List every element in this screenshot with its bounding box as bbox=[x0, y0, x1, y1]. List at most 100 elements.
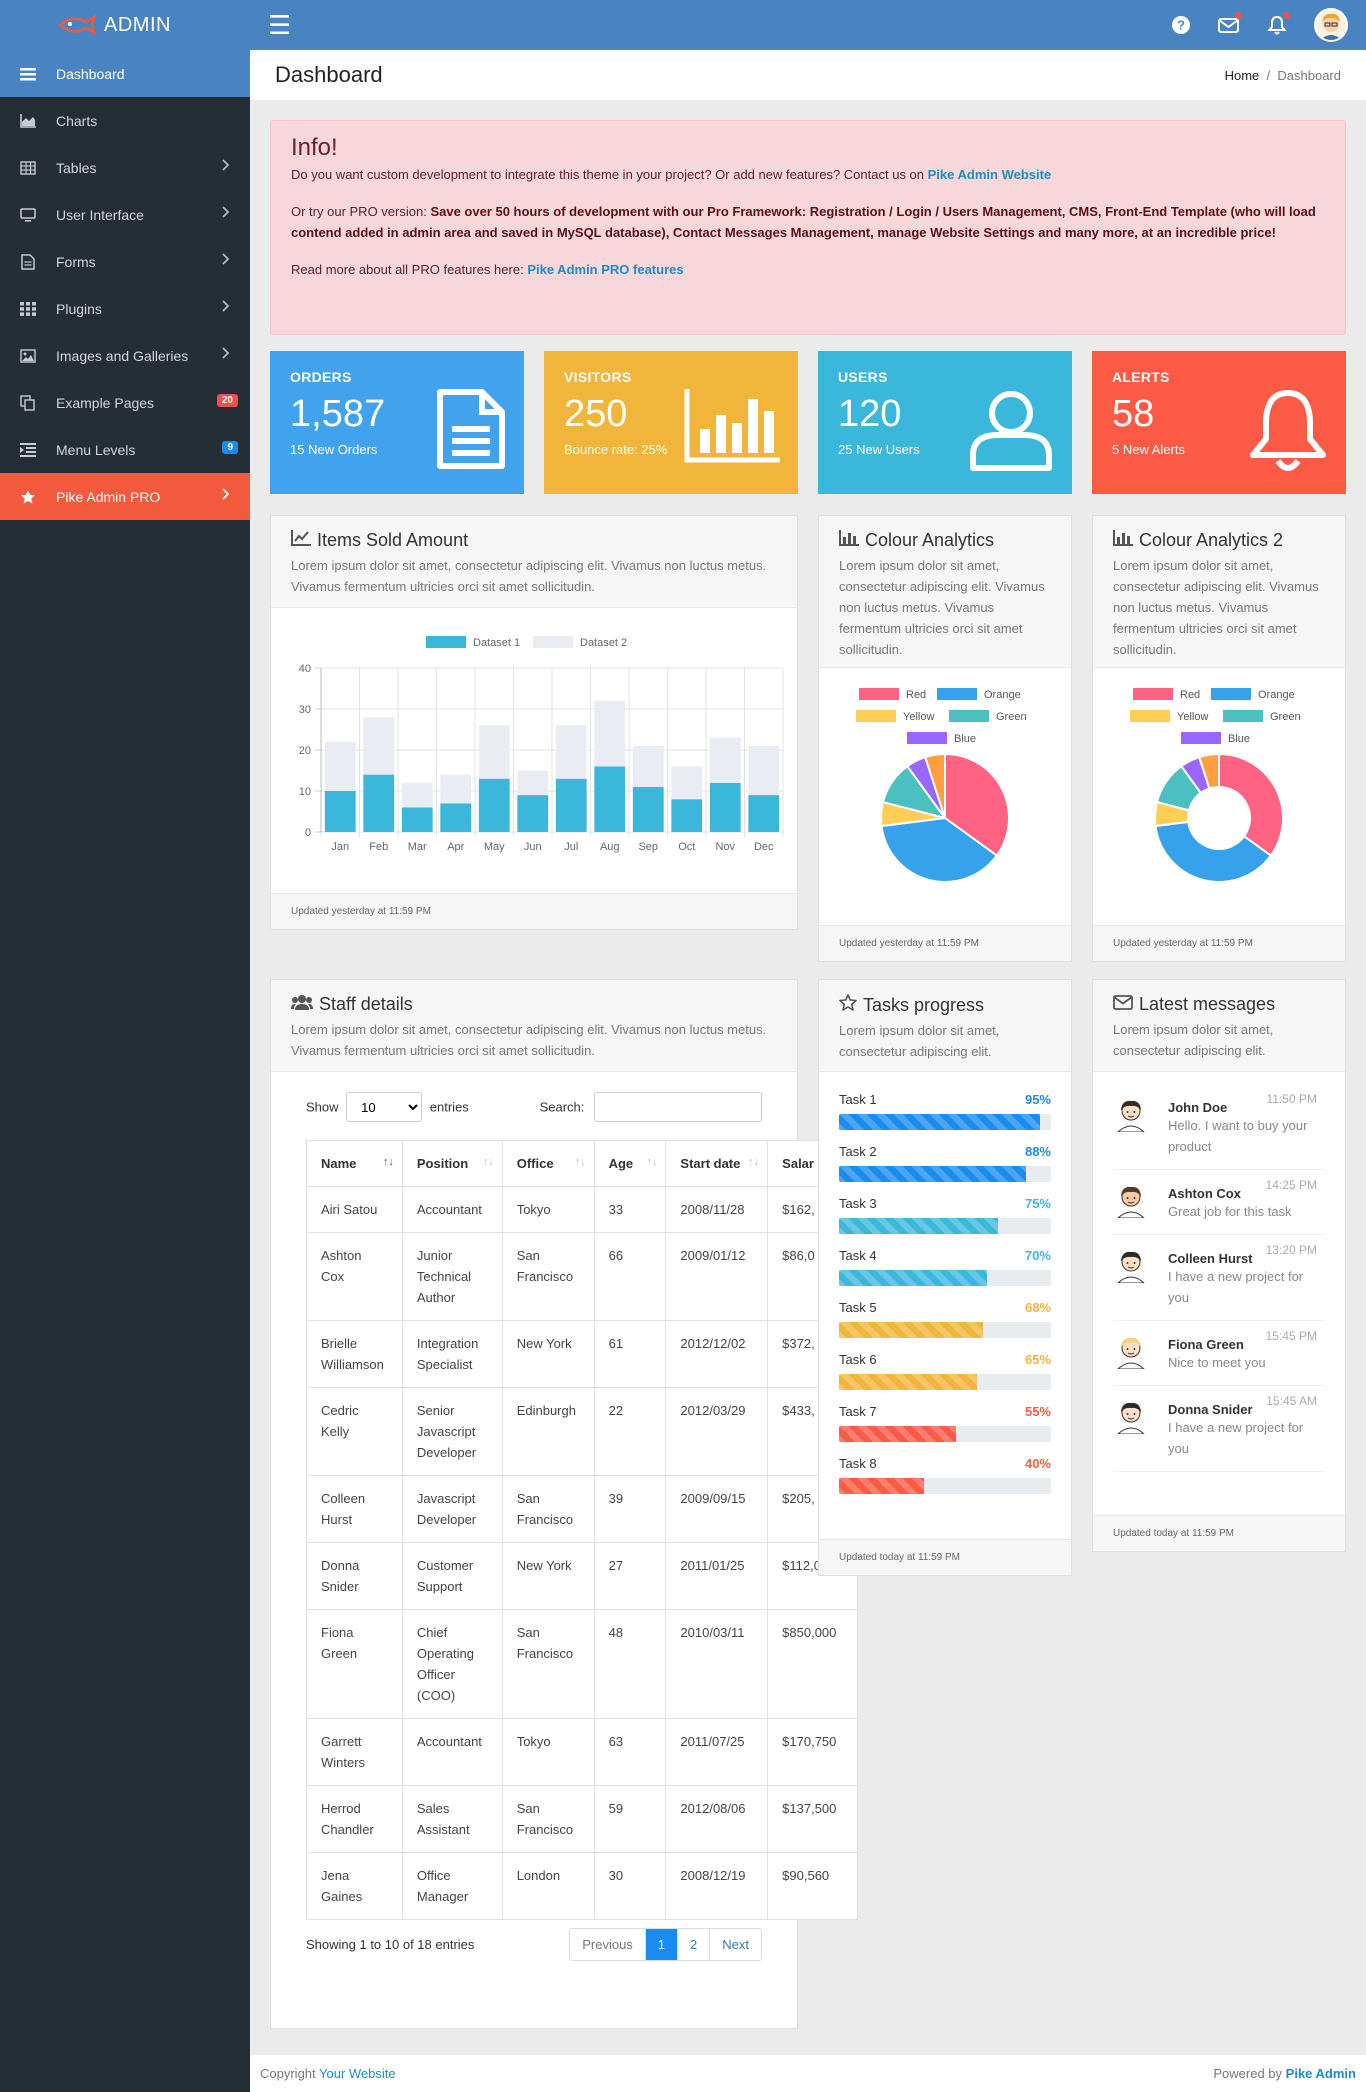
sidebar-item-dashboard[interactable]: Dashboard bbox=[0, 50, 250, 97]
user-avatar[interactable] bbox=[1314, 8, 1348, 42]
task-label: Task 6 bbox=[839, 1352, 877, 1367]
legend-label: Green bbox=[996, 711, 1027, 723]
table-cell: San Francisco bbox=[501, 1232, 595, 1321]
x-tick-label: Jun bbox=[524, 841, 542, 853]
next-page-button[interactable]: Next bbox=[722, 1937, 749, 1952]
sidebar-item-charts[interactable]: Charts bbox=[0, 97, 250, 144]
alerts-card: ALERTS 58 5 New Alerts bbox=[1092, 351, 1346, 494]
sidebar-item-images-and-galleries[interactable]: Images and Galleries bbox=[0, 332, 250, 379]
legend-label: Red bbox=[906, 689, 926, 701]
x-tick-label: Apr bbox=[447, 841, 464, 853]
menu-toggle-icon[interactable]: ☰ bbox=[268, 9, 292, 40]
chevron-right-icon bbox=[222, 346, 230, 362]
pie-slice bbox=[944, 752, 1010, 858]
notification-dot bbox=[1283, 12, 1290, 19]
sidebar-item-example-pages[interactable]: Example Pages 20 bbox=[0, 379, 250, 426]
sidebar-item-label: Example Pages bbox=[56, 394, 155, 411]
message-item[interactable]: 15:45 AM Donna Snider I have a new project… bbox=[1113, 1386, 1325, 1472]
alert-text: Do you want custom development to integr… bbox=[291, 167, 925, 182]
column-header-position[interactable]: Position ↑↓ bbox=[401, 1140, 503, 1187]
bar-dataset-2 bbox=[324, 741, 356, 791]
table-cell: Integration Specialist bbox=[401, 1320, 503, 1388]
task-header: Task 1 95% bbox=[839, 1092, 1051, 1107]
page-1-button[interactable]: 1 bbox=[645, 1929, 679, 1960]
table-row[interactable]: Donna Snider Customer Support New York 27 20… bbox=[306, 1542, 858, 1610]
table-row[interactable]: Jena Gaines Office Manager London 30 2008/12… bbox=[306, 1852, 858, 1920]
x-tick-label: Feb bbox=[369, 841, 388, 853]
column-header-age[interactable]: Age ↑↓ bbox=[593, 1140, 667, 1187]
page-2-button[interactable]: 2 bbox=[678, 1929, 711, 1960]
card-description: Lorem ipsum dolor sit amet, consectetur … bbox=[839, 558, 1045, 657]
sidebar-item-label: Menu Levels bbox=[56, 441, 136, 458]
count-badge: 20 bbox=[216, 394, 238, 407]
colour-analytics-card: Colour Analytics Lorem ipsum dolor sit a… bbox=[818, 515, 1072, 962]
sidebar-item-user-interface[interactable]: User Interface bbox=[0, 191, 250, 238]
x-tick-label: Oct bbox=[678, 841, 695, 853]
column-header-office[interactable]: Office ↑↓ bbox=[501, 1140, 595, 1187]
envelope-icon[interactable] bbox=[1218, 12, 1242, 36]
table-cell: Customer Support bbox=[401, 1542, 503, 1610]
logo[interactable]: ADMIN bbox=[0, 0, 250, 50]
bar-dataset-2 bbox=[555, 725, 587, 779]
message-item[interactable]: 11:50 PM John Doe Hello. I want to buy you… bbox=[1113, 1084, 1325, 1170]
visitors-card: VISITORS 250 Bounce rate: 25% bbox=[544, 351, 798, 494]
pro-features-link[interactable]: Pike Admin PRO features bbox=[527, 262, 684, 277]
stat-sub: 25 New Users bbox=[838, 442, 920, 457]
alert-pro-text: Save over 50 hours of development with o… bbox=[291, 204, 1316, 240]
alert-text: Or try our PRO version: bbox=[291, 204, 427, 219]
bars-icon bbox=[18, 67, 38, 81]
table-header-row: Name ↑↓ Position ↑↓ Office ↑↓ Age ↑↓ Start date ↑… bbox=[306, 1140, 858, 1187]
table-cell: Airi Satou bbox=[306, 1186, 403, 1233]
table-row[interactable]: Herrod Chandler Sales Assistant San Franci… bbox=[306, 1785, 858, 1853]
task-label: Task 1 bbox=[839, 1092, 877, 1107]
message-item[interactable]: 15:45 PM Fiona Green Nice to meet you bbox=[1113, 1321, 1325, 1386]
table-row[interactable]: Cedric Kelly Senior Javascript Developer E… bbox=[306, 1387, 858, 1476]
users-icon bbox=[291, 994, 313, 1015]
sidebar-item-plugins[interactable]: Plugins bbox=[0, 285, 250, 332]
bar-dataset-2 bbox=[440, 774, 472, 804]
bell-icon[interactable] bbox=[1266, 12, 1290, 36]
table-row[interactable]: Ashton Cox Junior Technical Author San Fra… bbox=[306, 1232, 858, 1321]
table-row[interactable]: Fiona Green Chief Operating Officer (COO)… bbox=[306, 1609, 858, 1719]
sidebar-item-tables[interactable]: Tables bbox=[0, 144, 250, 191]
progress-bar bbox=[839, 1114, 1051, 1130]
column-header-start-date[interactable]: Start date ↑↓ bbox=[665, 1140, 769, 1187]
pie-chart: Red Orange Yellow Green Blue bbox=[856, 688, 1027, 883]
entries-select[interactable]: 10 bbox=[346, 1092, 423, 1122]
user-icon bbox=[968, 389, 1054, 476]
table-row[interactable]: Airi Satou Accountant Tokyo 33 2008/11/28 $16… bbox=[306, 1186, 858, 1233]
column-header-name[interactable]: Name ↑↓ bbox=[306, 1140, 403, 1187]
help-icon[interactable]: ? bbox=[1170, 14, 1192, 36]
table-cell: 2011/07/25 bbox=[665, 1718, 769, 1786]
message-item[interactable]: 13:20 PM Colleen Hurst I have a new projec… bbox=[1113, 1235, 1325, 1321]
task-label: Task 5 bbox=[839, 1300, 877, 1315]
message-item[interactable]: 14:25 PM Ashton Cox Great job for this tas… bbox=[1113, 1170, 1325, 1235]
card-footer: Updated yesterday at 11:59 PM bbox=[819, 925, 1071, 961]
sidebar-item-menu-levels[interactable]: Menu Levels 9 bbox=[0, 426, 250, 473]
breadcrumb-home[interactable]: Home bbox=[1224, 67, 1260, 83]
message-time: 15:45 PM bbox=[1265, 1329, 1317, 1343]
progress-fill bbox=[839, 1166, 1026, 1182]
table-row[interactable]: Garrett Winters Accountant Tokyo 63 2011/07/… bbox=[306, 1718, 858, 1786]
your-website-link[interactable]: Your Website bbox=[319, 2066, 396, 2081]
table-cell: New York bbox=[501, 1320, 595, 1388]
card-header: Tasks progress Lorem ipsum dolor sit ame… bbox=[819, 980, 1071, 1072]
table-cell: 61 bbox=[593, 1320, 667, 1388]
table-cell: 2010/03/11 bbox=[665, 1609, 769, 1719]
message-sender: Donna Snider bbox=[1168, 1402, 1253, 1417]
top-navbar: ADMIN ☰ ? bbox=[0, 0, 1366, 50]
stat-label: ALERTS bbox=[1112, 369, 1170, 385]
card-title: Colour Analytics 2 bbox=[1139, 530, 1284, 550]
search-input[interactable] bbox=[594, 1092, 762, 1122]
previous-page-button[interactable]: Previous bbox=[570, 1929, 646, 1960]
task-item: Task 2 88% bbox=[839, 1144, 1051, 1182]
sidebar-item-pike-admin-pro[interactable]: Pike Admin PRO bbox=[0, 473, 250, 520]
pike-admin-link[interactable]: Pike Admin bbox=[1285, 2066, 1356, 2081]
sidebar-item-forms[interactable]: Forms bbox=[0, 238, 250, 285]
pike-admin-website-link[interactable]: Pike Admin Website bbox=[927, 167, 1052, 182]
card-description: Lorem ipsum dolor sit amet, consectetur … bbox=[291, 558, 767, 594]
table-row[interactable]: Brielle Williamson Integration Specialist… bbox=[306, 1320, 858, 1388]
legend-swatch bbox=[1133, 688, 1173, 700]
card-title: Tasks progress bbox=[863, 994, 985, 1015]
table-row[interactable]: Colleen Hurst Javascript Developer San Fra… bbox=[306, 1475, 858, 1543]
